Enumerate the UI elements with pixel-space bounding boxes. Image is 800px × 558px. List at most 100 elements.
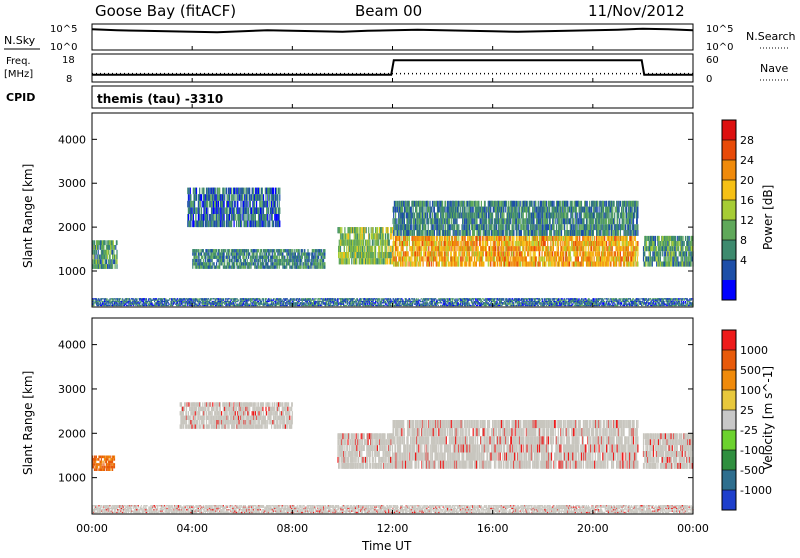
heatmap-cell bbox=[436, 236, 437, 241]
heatmap-cell bbox=[389, 258, 390, 264]
heatmap-cell bbox=[606, 241, 607, 246]
heatmap-cell bbox=[198, 249, 199, 252]
heatmap-cell bbox=[317, 266, 318, 269]
heatmap-cell bbox=[644, 241, 645, 246]
heatmap-cell bbox=[257, 194, 258, 201]
heatmap-cell bbox=[196, 188, 197, 195]
heatmap-cell bbox=[247, 194, 248, 201]
heatmap-cell bbox=[236, 262, 237, 265]
heatmap-cell bbox=[473, 207, 474, 213]
heatmap-cell bbox=[193, 262, 194, 265]
heatmap-cell bbox=[542, 224, 543, 230]
heatmap-cell bbox=[577, 224, 578, 230]
heatmap-cell bbox=[190, 194, 191, 201]
heatmap-cell bbox=[538, 213, 539, 219]
heatmap-cell bbox=[321, 266, 322, 269]
heatmap-cell bbox=[439, 218, 440, 224]
heatmap-cell bbox=[447, 201, 448, 207]
heatmap-cell bbox=[466, 262, 467, 267]
heatmap-cell bbox=[418, 218, 419, 224]
heatmap-cell bbox=[602, 236, 603, 241]
heatmap-cell bbox=[456, 262, 457, 267]
heatmap-cell bbox=[220, 221, 221, 228]
heatmap-cell bbox=[475, 246, 476, 251]
heatmap-cell bbox=[473, 224, 474, 230]
heatmap-cell bbox=[654, 246, 655, 251]
heatmap-cell bbox=[589, 207, 590, 213]
heatmap-cell bbox=[628, 256, 629, 261]
heatmap-cell bbox=[515, 256, 516, 261]
heatmap-cell bbox=[250, 259, 251, 262]
heatmap-cell bbox=[450, 262, 451, 267]
heatmap-cell bbox=[227, 207, 228, 214]
heatmap-cell bbox=[580, 213, 581, 219]
heatmap-cell bbox=[398, 262, 399, 267]
heatmap-cell bbox=[542, 218, 543, 224]
heatmap-cell bbox=[292, 256, 293, 259]
heatmap-cell bbox=[535, 246, 536, 251]
power-heatmap bbox=[92, 188, 694, 306]
heatmap-cell bbox=[396, 218, 397, 224]
heatmap-cell bbox=[281, 249, 282, 252]
heatmap-cell bbox=[442, 236, 443, 241]
heatmap-cell bbox=[273, 188, 274, 195]
heatmap-cell bbox=[431, 236, 432, 241]
heatmap-cell bbox=[474, 256, 475, 261]
heatmap-cell bbox=[266, 252, 267, 255]
heatmap-cell bbox=[106, 250, 107, 255]
heatmap-cell bbox=[613, 241, 614, 246]
heatmap-cell bbox=[196, 194, 197, 201]
heatmap-cell bbox=[568, 230, 569, 236]
heatmap-cell bbox=[612, 213, 613, 219]
heatmap-cell bbox=[566, 251, 567, 256]
heatmap-cell bbox=[103, 259, 104, 264]
heatmap-cell bbox=[324, 256, 325, 259]
heatmap-cell bbox=[441, 241, 442, 246]
heatmap-cell bbox=[276, 188, 277, 195]
heatmap-cell bbox=[553, 246, 554, 251]
heatmap-cell bbox=[197, 259, 198, 262]
heatmap-cell bbox=[393, 218, 394, 224]
heatmap-cell bbox=[407, 218, 408, 224]
heatmap-cell bbox=[528, 262, 529, 267]
heatmap-cell bbox=[202, 256, 203, 259]
heatmap-cell bbox=[346, 240, 347, 246]
heatmap-cell bbox=[428, 207, 429, 213]
heatmap-cell bbox=[259, 252, 260, 255]
heatmap-cell bbox=[509, 224, 510, 230]
heatmap-cell bbox=[461, 241, 462, 246]
heatmap-cell bbox=[312, 252, 313, 255]
heatmap-cell bbox=[510, 230, 511, 236]
heatmap-cell bbox=[220, 252, 221, 255]
heatmap-cell bbox=[400, 256, 401, 261]
heatmap-cell bbox=[426, 241, 427, 246]
heatmap-cell bbox=[507, 230, 508, 236]
heatmap-cell bbox=[114, 259, 115, 264]
heatmap-cell bbox=[494, 236, 495, 241]
heatmap-cell bbox=[289, 262, 290, 265]
heatmap-cell bbox=[393, 236, 394, 241]
heatmap-cell bbox=[280, 259, 281, 262]
heatmap-cell bbox=[408, 236, 409, 241]
heatmap-cell bbox=[446, 251, 447, 256]
heatmap-cell bbox=[620, 201, 621, 207]
heatmap-cell bbox=[495, 241, 496, 246]
heatmap-cell bbox=[323, 259, 324, 262]
heatmap-cell bbox=[446, 236, 447, 241]
heatmap-cell bbox=[583, 236, 584, 241]
heatmap-cell bbox=[599, 241, 600, 246]
heatmap-cell bbox=[632, 230, 633, 236]
heatmap-cell bbox=[644, 251, 645, 256]
heatmap-cell bbox=[224, 262, 225, 265]
heatmap-cell bbox=[436, 256, 437, 261]
heatmap-cell bbox=[485, 236, 486, 241]
heatmap-cell bbox=[214, 262, 215, 265]
heatmap-cell bbox=[518, 256, 519, 261]
heatmap-cell bbox=[500, 230, 501, 236]
heatmap-cell bbox=[572, 241, 573, 246]
heatmap-cell bbox=[582, 251, 583, 256]
heatmap-cell bbox=[285, 266, 286, 269]
heatmap-cell bbox=[469, 251, 470, 256]
heatmap-cell bbox=[240, 266, 241, 269]
heatmap-cell bbox=[94, 264, 95, 269]
